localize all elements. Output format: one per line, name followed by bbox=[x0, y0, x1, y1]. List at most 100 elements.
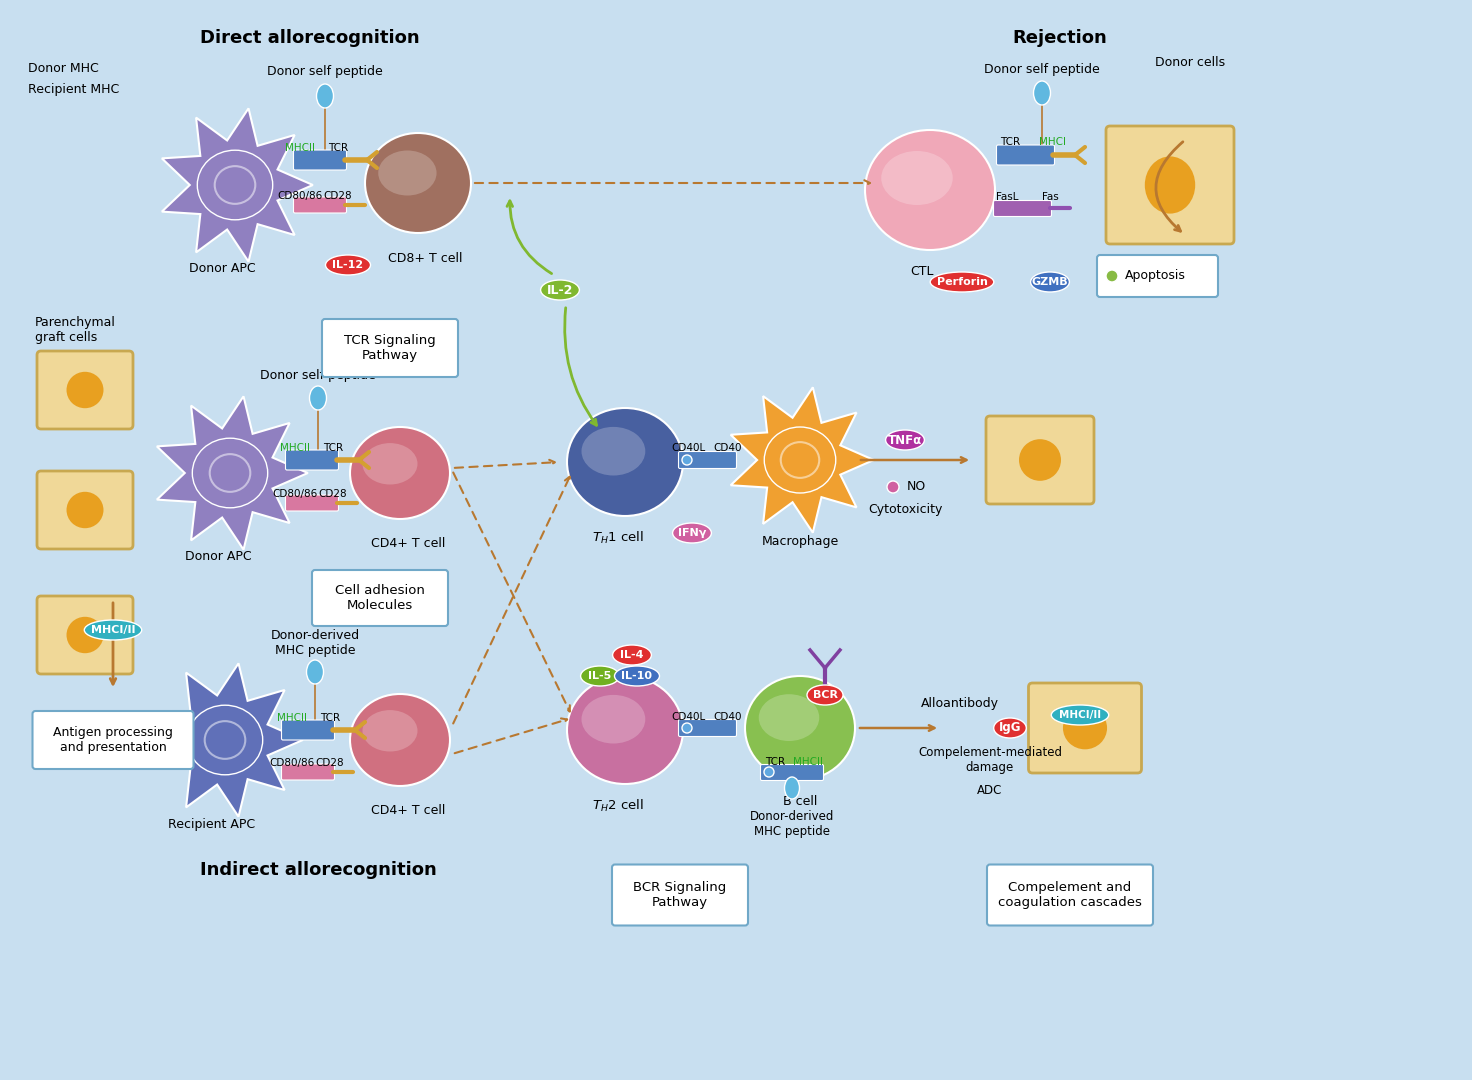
Ellipse shape bbox=[540, 280, 580, 300]
Text: Compelement and
coagulation cascades: Compelement and coagulation cascades bbox=[998, 881, 1142, 909]
Circle shape bbox=[682, 455, 692, 465]
Text: IL-2: IL-2 bbox=[546, 283, 573, 297]
Text: Donor APC: Donor APC bbox=[188, 262, 255, 275]
Text: IgG: IgG bbox=[998, 721, 1022, 734]
Text: MHCII: MHCII bbox=[286, 143, 315, 153]
FancyBboxPatch shape bbox=[37, 596, 132, 674]
Ellipse shape bbox=[581, 427, 645, 475]
Text: CD4+ T cell: CD4+ T cell bbox=[371, 804, 445, 816]
Text: MHCI: MHCI bbox=[1039, 137, 1066, 147]
Text: MHCII: MHCII bbox=[280, 443, 311, 453]
Circle shape bbox=[682, 723, 692, 733]
FancyBboxPatch shape bbox=[32, 711, 193, 769]
Circle shape bbox=[1105, 270, 1119, 282]
FancyBboxPatch shape bbox=[612, 864, 748, 926]
Text: CD28: CD28 bbox=[315, 758, 344, 768]
Ellipse shape bbox=[197, 150, 272, 220]
Text: Donor self peptide: Donor self peptide bbox=[985, 64, 1100, 77]
Text: MHCI/II: MHCI/II bbox=[1058, 710, 1101, 720]
Text: Alloantibody: Alloantibody bbox=[921, 697, 999, 710]
Ellipse shape bbox=[306, 660, 324, 684]
Polygon shape bbox=[158, 396, 308, 550]
Text: Rejection: Rejection bbox=[1013, 29, 1107, 48]
Ellipse shape bbox=[581, 694, 645, 743]
Text: TCR: TCR bbox=[765, 757, 785, 767]
FancyBboxPatch shape bbox=[37, 351, 132, 429]
Text: IL-4: IL-4 bbox=[620, 650, 643, 660]
Ellipse shape bbox=[209, 455, 250, 491]
Text: TCR: TCR bbox=[999, 137, 1020, 147]
FancyBboxPatch shape bbox=[286, 495, 339, 511]
FancyBboxPatch shape bbox=[988, 864, 1153, 926]
Text: $T_H2$ cell: $T_H2$ cell bbox=[592, 798, 643, 814]
Ellipse shape bbox=[886, 430, 924, 450]
FancyBboxPatch shape bbox=[1097, 255, 1217, 297]
FancyBboxPatch shape bbox=[679, 451, 736, 469]
Ellipse shape bbox=[1145, 157, 1195, 214]
Text: Donor APC: Donor APC bbox=[184, 550, 252, 563]
FancyBboxPatch shape bbox=[994, 201, 1051, 216]
Text: CD80/86: CD80/86 bbox=[277, 191, 322, 201]
Polygon shape bbox=[730, 388, 874, 532]
Text: IL-5: IL-5 bbox=[589, 671, 612, 681]
Text: CD80/86: CD80/86 bbox=[269, 758, 315, 768]
Text: Cell adhesion
Molecules: Cell adhesion Molecules bbox=[336, 584, 425, 612]
Text: IL-10: IL-10 bbox=[621, 671, 652, 681]
Text: MHCI/II: MHCI/II bbox=[91, 625, 135, 635]
Text: TCR: TCR bbox=[328, 143, 347, 153]
Text: CD80/86: CD80/86 bbox=[272, 489, 318, 499]
Ellipse shape bbox=[614, 666, 659, 686]
Ellipse shape bbox=[1030, 272, 1069, 292]
Ellipse shape bbox=[1051, 705, 1108, 725]
Text: MHCII: MHCII bbox=[793, 757, 823, 767]
Ellipse shape bbox=[309, 386, 327, 410]
FancyBboxPatch shape bbox=[293, 150, 346, 170]
Text: NO: NO bbox=[907, 481, 926, 494]
Ellipse shape bbox=[378, 150, 437, 195]
Text: TNFα: TNFα bbox=[888, 433, 921, 446]
Ellipse shape bbox=[785, 777, 799, 799]
FancyBboxPatch shape bbox=[986, 416, 1094, 504]
Ellipse shape bbox=[930, 272, 994, 292]
Text: CTL: CTL bbox=[910, 265, 933, 278]
Text: $T_H1$ cell: $T_H1$ cell bbox=[592, 530, 643, 546]
Text: Direct allorecognition: Direct allorecognition bbox=[200, 29, 420, 48]
FancyBboxPatch shape bbox=[322, 319, 458, 377]
Text: CD40L: CD40L bbox=[671, 443, 705, 453]
Ellipse shape bbox=[365, 133, 471, 233]
Ellipse shape bbox=[994, 718, 1026, 738]
Text: Antigen processing
and presentation: Antigen processing and presentation bbox=[53, 726, 172, 754]
Ellipse shape bbox=[866, 130, 995, 249]
Text: CD4+ T cell: CD4+ T cell bbox=[371, 537, 445, 550]
Ellipse shape bbox=[350, 694, 450, 786]
Polygon shape bbox=[162, 108, 314, 261]
Text: CD40: CD40 bbox=[714, 443, 742, 453]
Ellipse shape bbox=[66, 372, 103, 408]
FancyBboxPatch shape bbox=[281, 764, 334, 780]
Text: CD40L: CD40L bbox=[671, 712, 705, 723]
Text: TCR: TCR bbox=[319, 713, 340, 723]
Ellipse shape bbox=[612, 645, 652, 665]
Text: Fas: Fas bbox=[1042, 192, 1058, 202]
Ellipse shape bbox=[193, 438, 268, 508]
Text: CD28: CD28 bbox=[318, 489, 347, 499]
Ellipse shape bbox=[66, 617, 103, 653]
Text: TCR: TCR bbox=[322, 443, 343, 453]
FancyBboxPatch shape bbox=[37, 471, 132, 549]
Text: BCR Signaling
Pathway: BCR Signaling Pathway bbox=[633, 881, 727, 909]
Text: Macrophage: Macrophage bbox=[761, 535, 839, 548]
Ellipse shape bbox=[187, 705, 262, 774]
FancyBboxPatch shape bbox=[312, 570, 447, 626]
Text: Indirect allorecognition: Indirect allorecognition bbox=[200, 861, 437, 879]
FancyBboxPatch shape bbox=[293, 197, 346, 213]
Ellipse shape bbox=[1019, 440, 1061, 481]
Text: Recipient MHC: Recipient MHC bbox=[28, 83, 119, 96]
Ellipse shape bbox=[580, 666, 620, 686]
Text: Parenchymal
graft cells: Parenchymal graft cells bbox=[35, 316, 116, 345]
FancyBboxPatch shape bbox=[286, 450, 339, 470]
Ellipse shape bbox=[362, 711, 418, 752]
Text: GZMB: GZMB bbox=[1032, 276, 1069, 287]
FancyBboxPatch shape bbox=[1029, 683, 1141, 773]
Polygon shape bbox=[152, 663, 303, 816]
Ellipse shape bbox=[1033, 81, 1051, 105]
